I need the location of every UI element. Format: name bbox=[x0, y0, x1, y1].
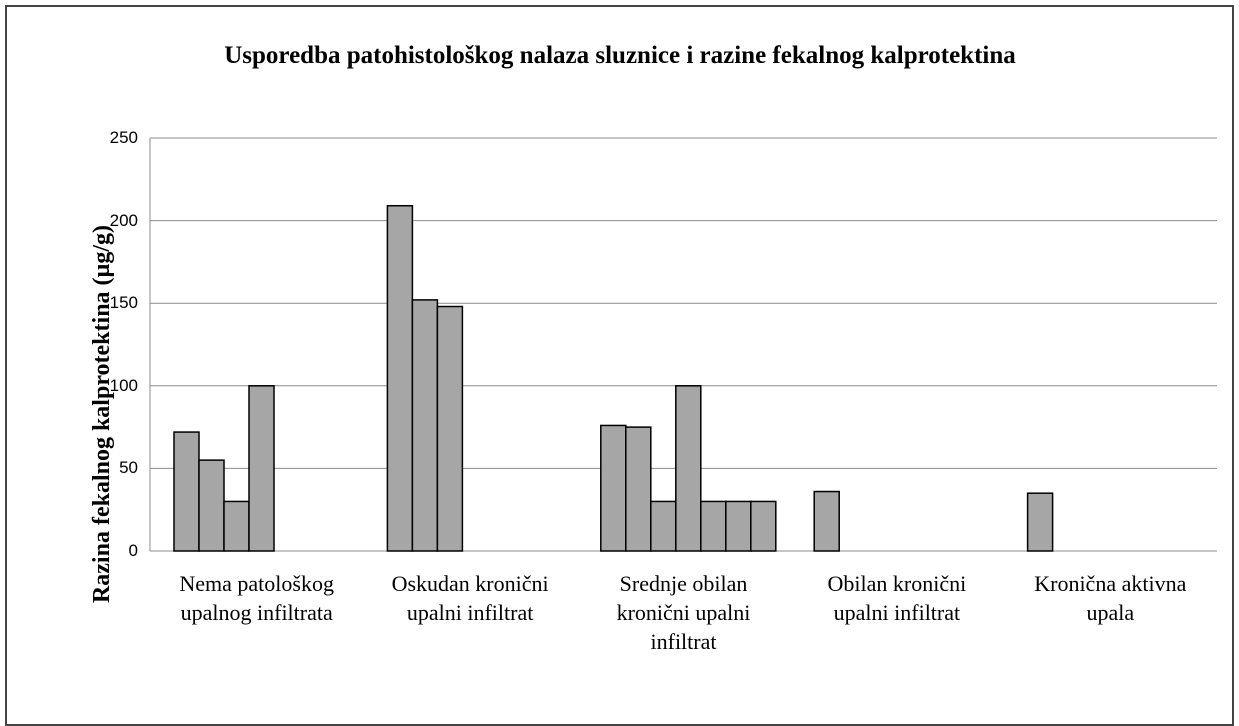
bar bbox=[411, 299, 439, 552]
bar bbox=[700, 500, 727, 552]
bar bbox=[813, 490, 840, 552]
bar bbox=[386, 204, 414, 552]
y-tick-label: 50 bbox=[119, 458, 138, 478]
bar bbox=[173, 431, 200, 552]
frame bbox=[5, 5, 1234, 726]
x-tick-label: Obilan kronični upalni infiltrat bbox=[827, 571, 967, 625]
y-tick-label: 250 bbox=[109, 128, 138, 147]
y-tick-label: 150 bbox=[109, 293, 138, 313]
bar bbox=[625, 426, 652, 552]
y-tick-label: 200 bbox=[109, 210, 138, 230]
bar bbox=[650, 500, 677, 552]
bar bbox=[750, 500, 777, 552]
bar bbox=[436, 305, 464, 552]
bar bbox=[675, 385, 702, 552]
x-tick-label: Nema patološkog upalnog infiltrata bbox=[179, 571, 334, 625]
bar bbox=[725, 500, 752, 552]
x-tick-label: Oskudan kronični upalni infiltrat bbox=[391, 571, 549, 625]
bar bbox=[600, 424, 627, 552]
y-tick-label: 100 bbox=[109, 375, 138, 395]
bar bbox=[223, 500, 250, 552]
y-tick-label: 0 bbox=[128, 541, 138, 560]
x-tick-label: Kronična aktivna upala bbox=[1034, 571, 1187, 625]
bar bbox=[198, 459, 225, 552]
bar bbox=[1026, 492, 1054, 552]
chart-title: Usporedba patohistološkog nalaza sluznic… bbox=[224, 42, 1016, 69]
bar bbox=[248, 385, 275, 552]
x-tick-label: Srednje obilan kronični upalni infiltrat bbox=[616, 571, 751, 654]
